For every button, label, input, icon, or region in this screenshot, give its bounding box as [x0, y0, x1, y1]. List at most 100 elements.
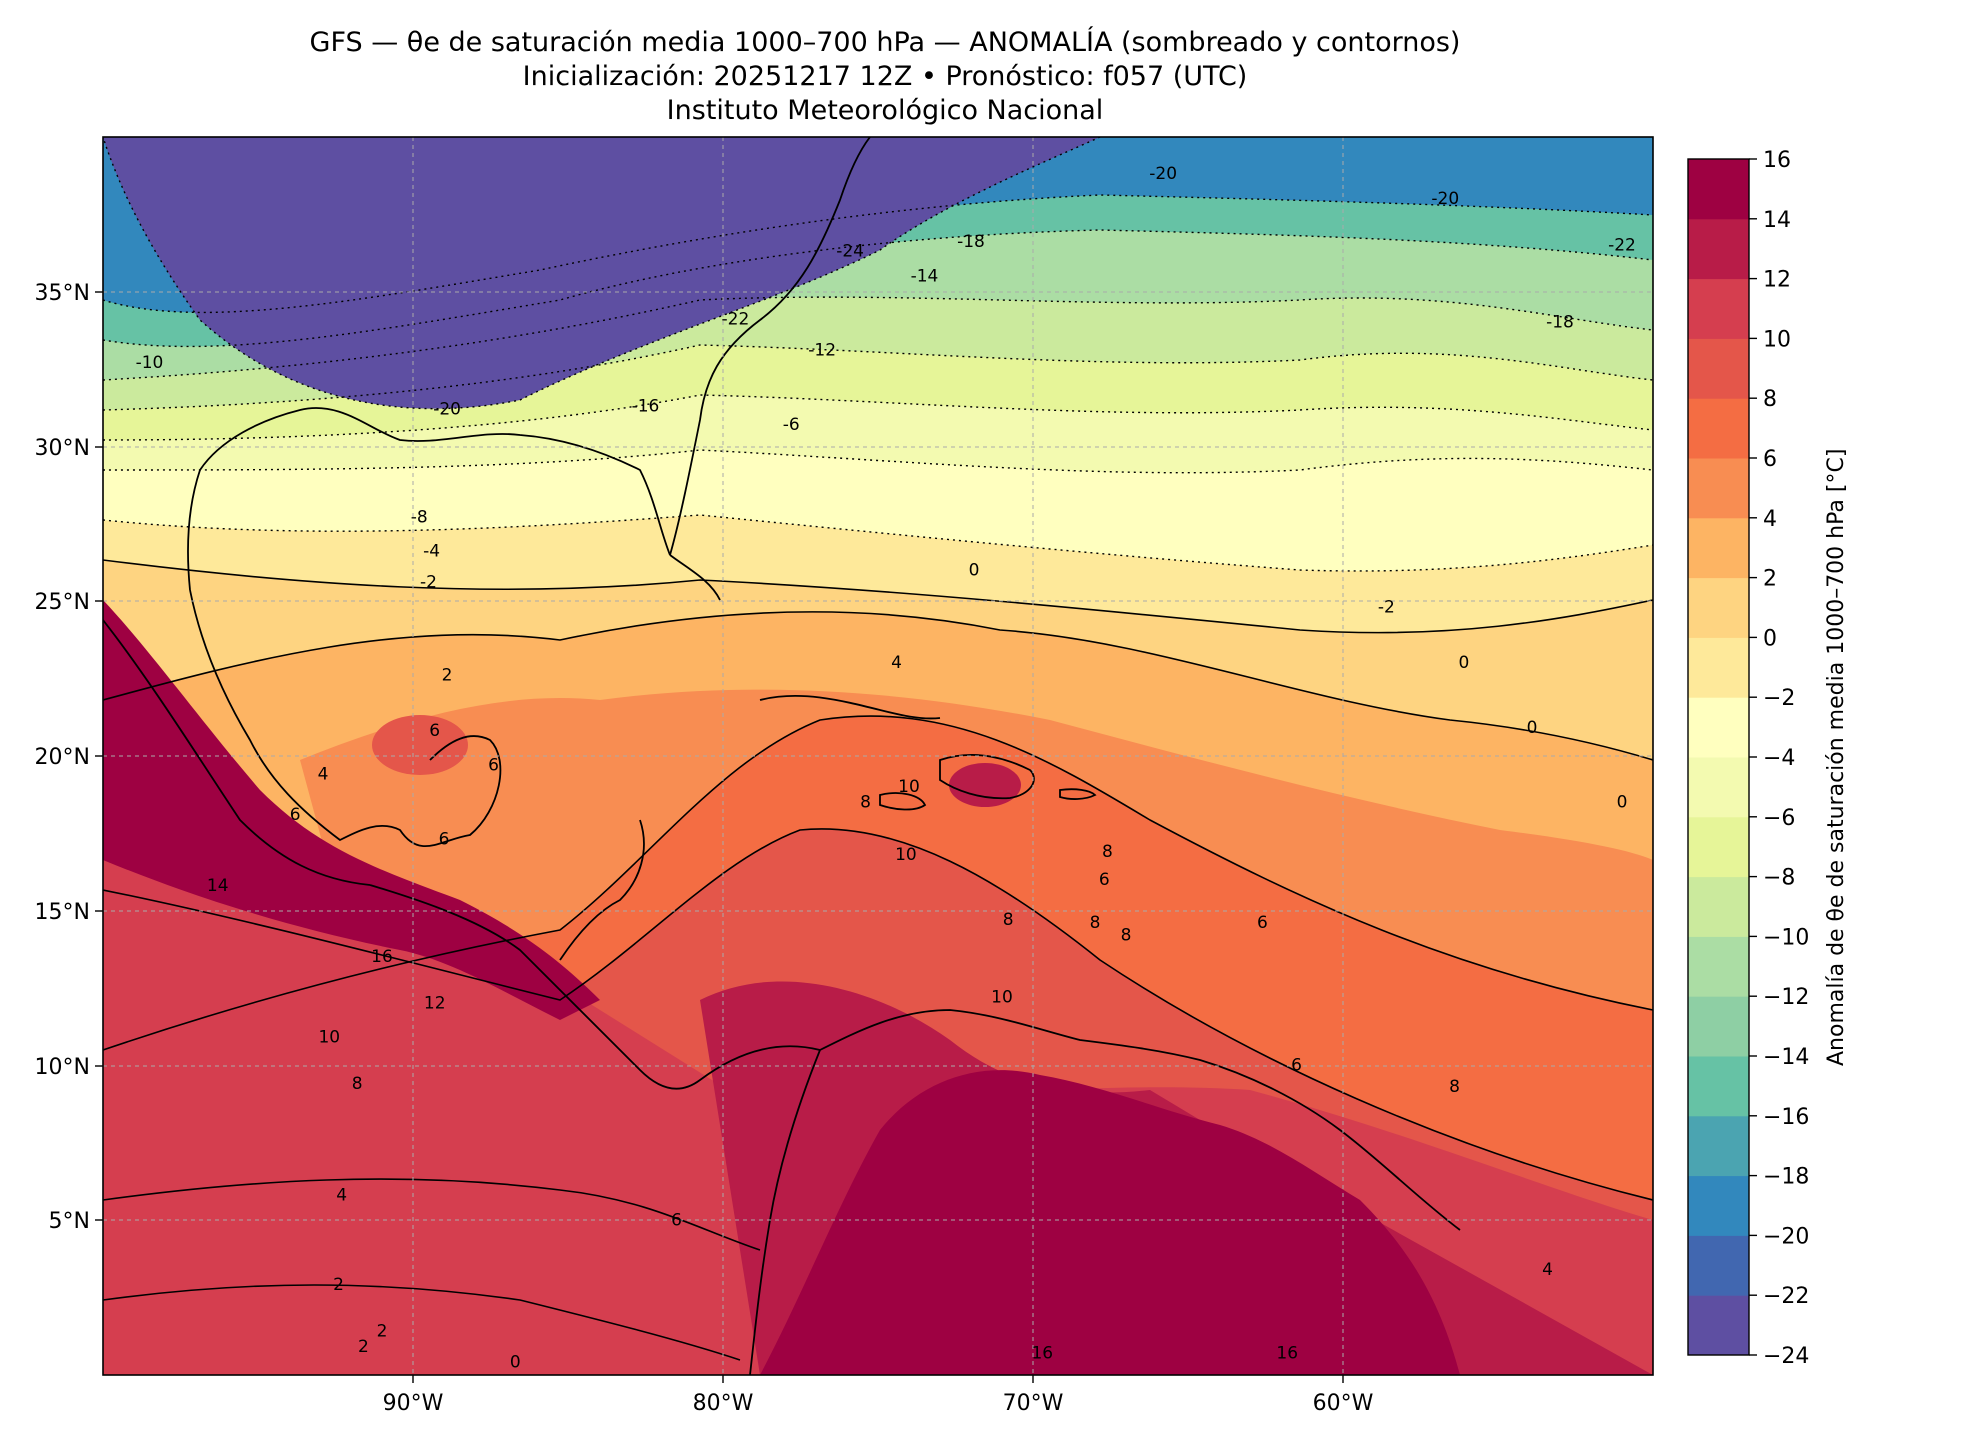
lon-tick-label: 60°W — [1313, 1391, 1374, 1416]
colorbar-tick-label: −2 — [1763, 686, 1795, 711]
colorbar-segment — [1688, 458, 1749, 519]
colorbar-tick-label: 14 — [1763, 208, 1791, 233]
colorbar-tick-label: −4 — [1763, 746, 1795, 771]
contour-label: 6 — [439, 830, 450, 850]
shading-hispaniola-max — [949, 763, 1021, 807]
colorbar-tick-label: −22 — [1763, 1284, 1809, 1309]
contour-label: -6 — [783, 415, 800, 435]
colorbar-segment — [1688, 996, 1749, 1057]
contour-label: 14 — [207, 876, 229, 896]
colorbar-segment — [1688, 637, 1749, 698]
colorbar-segment — [1688, 1056, 1749, 1117]
colorbar-tick-label: −16 — [1763, 1105, 1809, 1130]
colorbar-tick-label: −14 — [1763, 1045, 1809, 1070]
colorbar-segment — [1688, 876, 1749, 937]
coast-mexico-yucatan — [189, 589, 502, 848]
contour-label: -24 — [836, 242, 864, 262]
coast-florida-tip — [669, 554, 721, 601]
contour-label: 4 — [318, 765, 329, 785]
contour-label: -18 — [1546, 313, 1574, 333]
colorbar-segment — [1688, 1235, 1749, 1296]
contour-label: -20 — [433, 399, 461, 419]
colorbar-segment — [1688, 1115, 1749, 1177]
contour-label: 8 — [860, 792, 871, 812]
lat-tick-label: 20°N — [35, 745, 90, 770]
contour-label: 6 — [1257, 913, 1268, 933]
coast-jamaica — [879, 792, 927, 811]
contour-label: 8 — [1121, 926, 1132, 946]
colorbar-tick-label: 8 — [1763, 387, 1777, 412]
colorbar-tick-label: −10 — [1763, 925, 1809, 950]
colorbar-tick-label: 10 — [1763, 327, 1791, 352]
colorbar-tick-label: −24 — [1763, 1344, 1809, 1369]
contour-label: 0 — [969, 560, 980, 580]
coast-south-america-north — [819, 1009, 1461, 1231]
contour-label: 0 — [510, 1353, 521, 1373]
colorbar-segment — [1688, 1175, 1749, 1236]
contour-label: 4 — [1542, 1260, 1553, 1280]
coast-puerto-rico — [1059, 788, 1097, 800]
shading-band-minus22 — [103, 137, 1100, 409]
contour-label: -20 — [1431, 189, 1459, 209]
contour-label: 8 — [1090, 913, 1101, 933]
colorbar-segment — [1688, 398, 1749, 459]
contour-label: 16 — [1276, 1343, 1298, 1363]
map-subtitle-institution: Instituto Meteorológico Nacional — [666, 95, 1104, 126]
lat-ticks: 35°N 30°N 25°N 20°N 15°N 10°N 5°N — [35, 281, 103, 1234]
coast-cuba — [759, 695, 941, 720]
shading-land-mexico-pacific — [103, 600, 600, 1020]
colorbar-label: Anomalía de θe de saturación media 1000–… — [1824, 448, 1849, 1066]
contour-label: 2 — [333, 1275, 344, 1295]
colorbar-tick-label: −12 — [1763, 985, 1809, 1010]
colorbar-segment — [1688, 517, 1749, 579]
lon-ticks: 90°W 80°W 70°W 60°W — [383, 1375, 1374, 1416]
contour-label: -10 — [136, 353, 164, 373]
contour-label: 4 — [891, 653, 902, 673]
contour-label: -12 — [808, 341, 836, 361]
lon-tick-label: 70°W — [1003, 1391, 1064, 1416]
contour-label: -18 — [957, 232, 985, 252]
colorbar-segment — [1688, 218, 1749, 280]
colorbar-segment — [1688, 936, 1749, 997]
contour-label: -22 — [1608, 235, 1636, 255]
colorbar — [1688, 159, 1749, 1356]
colorbar-ticks: 16 14 12 10 8 6 4 2 0 −2 −4 −6 −8 −10 −12 −14 −16 −18 −20 −… — [1749, 148, 1809, 1369]
contour-label: -20 — [1149, 164, 1177, 184]
colorbar-tick-label: −8 — [1763, 866, 1795, 891]
contour-label: 8 — [1003, 910, 1014, 930]
title-block: GFS — θe de saturación media 1000–700 hP… — [0, 26, 1770, 128]
lat-tick-label: 30°N — [35, 436, 90, 461]
coast-hispaniola — [939, 753, 1035, 800]
contour-label: 2 — [358, 1337, 369, 1357]
contour-label: 10 — [898, 777, 920, 797]
contour-label: 6 — [429, 721, 440, 741]
colorbar-segment — [1688, 278, 1749, 339]
shading-yucatan-max — [372, 715, 468, 775]
contour-label: 6 — [1291, 1056, 1302, 1076]
contour-label: 2 — [442, 666, 453, 686]
contour-label: 6 — [671, 1210, 682, 1230]
lat-tick-label: 35°N — [35, 281, 90, 306]
lat-tick-label: 10°N — [35, 1055, 90, 1080]
contour-label: 8 — [352, 1074, 363, 1094]
map-subtitle-run: Inicialización: 20251217 12Z • Pronóstic… — [522, 61, 1248, 92]
colorbar-segment — [1688, 816, 1749, 878]
colorbar-tick-label: −6 — [1763, 806, 1795, 831]
coast-gulf-north — [187, 407, 671, 591]
contour-label: 10 — [895, 845, 917, 865]
contour-labels: -20-20-22-24 -18-14-22-12-18-10-20 -16-6-8… — [136, 164, 1636, 1372]
contour-label: 6 — [290, 805, 301, 825]
colorbar-tick-label: 4 — [1763, 507, 1777, 532]
colorbar-segment — [1688, 1295, 1749, 1356]
contours-negative — [103, 137, 1653, 572]
map-title: GFS — θe de saturación media 1000–700 hP… — [309, 27, 1461, 58]
contour-label: -2 — [420, 573, 437, 593]
colorbar-tick-label: 16 — [1763, 148, 1791, 173]
contour-label: 12 — [424, 994, 446, 1014]
colorbar-segment — [1688, 757, 1749, 818]
coast-mexico-pacific — [103, 619, 371, 886]
contour-label: 10 — [991, 987, 1013, 1007]
coastlines — [103, 137, 1461, 1375]
lat-tick-label: 5°N — [49, 1209, 90, 1234]
